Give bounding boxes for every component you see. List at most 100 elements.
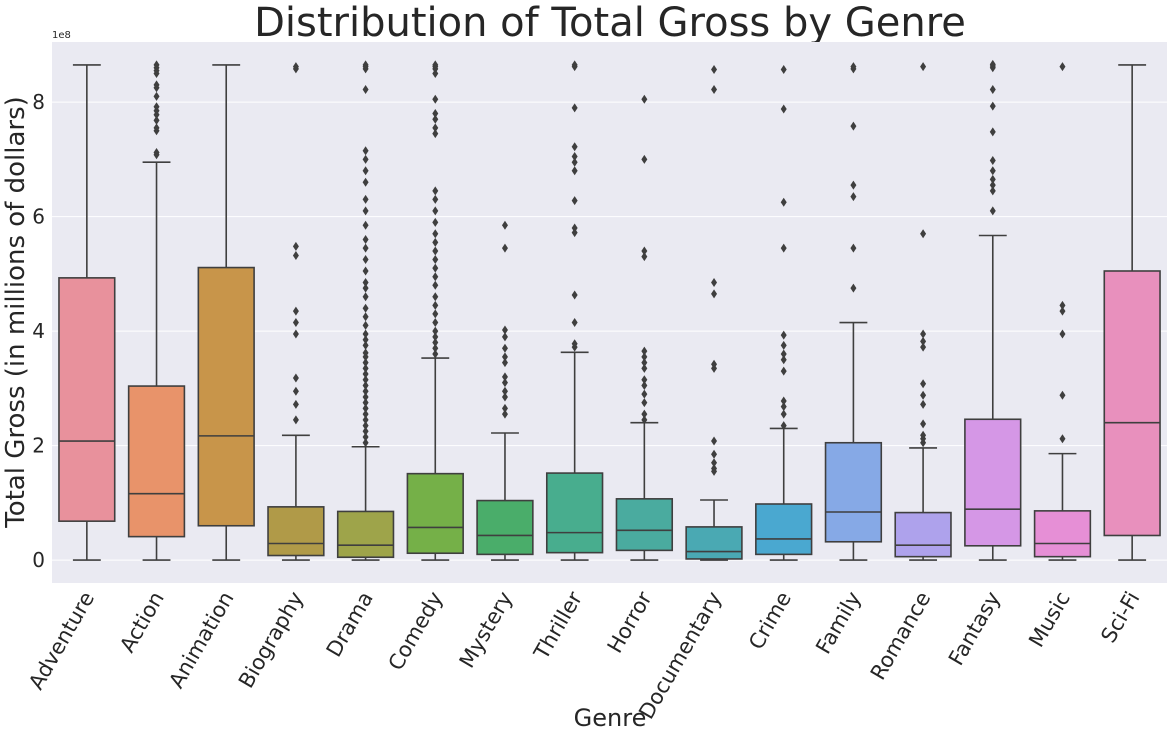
outlier-point — [641, 358, 648, 368]
outlier-point — [362, 277, 369, 287]
outlier-point — [641, 94, 648, 104]
outlier-point — [432, 309, 439, 319]
y-tick-label: 2 — [32, 434, 45, 458]
outlier-point — [432, 255, 439, 265]
outlier-point — [362, 166, 369, 176]
outlier-point — [432, 194, 439, 204]
outlier-point — [850, 62, 857, 72]
outlier-point — [641, 409, 648, 419]
box — [197, 266, 255, 527]
outlier-point — [432, 349, 439, 359]
outlier-point — [780, 402, 787, 412]
outlier-point — [780, 104, 787, 114]
outlier-point — [501, 220, 508, 230]
outlier-point — [989, 186, 996, 196]
outlier-point — [501, 386, 508, 396]
outlier-point — [1059, 390, 1066, 400]
box — [685, 526, 743, 560]
outlier-point — [292, 318, 299, 328]
outlier-point — [641, 346, 648, 356]
box — [964, 418, 1022, 547]
x-tick-label: Horror — [603, 587, 657, 657]
outlier-point — [780, 340, 787, 350]
outlier-point — [432, 237, 439, 247]
outlier-point — [501, 332, 508, 342]
outlier-point — [362, 235, 369, 245]
outlier-point — [641, 154, 648, 164]
outlier-point — [292, 386, 299, 396]
box — [267, 506, 325, 557]
box — [1033, 510, 1092, 558]
outlier-point — [292, 373, 299, 383]
box — [1103, 270, 1161, 537]
outlier-point — [501, 343, 508, 353]
outlier-point — [780, 409, 787, 419]
box-group-horror — [615, 94, 674, 561]
outlier-point — [501, 403, 508, 413]
x-tick-label: Thriller — [529, 587, 587, 664]
outlier-point — [989, 180, 996, 190]
outlier-point — [432, 343, 439, 353]
outlier-point — [989, 166, 996, 176]
x-tick-label: Adventure — [24, 588, 99, 694]
outlier-point — [989, 85, 996, 95]
outlier-point — [362, 415, 369, 425]
outlier-point — [920, 430, 927, 440]
x-axis-label: Genre — [574, 704, 647, 732]
outlier-point — [362, 403, 369, 413]
box — [58, 277, 116, 522]
outlier-point — [432, 292, 439, 302]
box-group-documentary — [685, 64, 743, 561]
outlier-point — [501, 392, 508, 402]
outlier-point — [711, 449, 718, 459]
y-tick-label: 0 — [32, 548, 45, 572]
box-group-sci-fi — [1103, 64, 1161, 561]
outlier-point — [989, 206, 996, 216]
outlier-point — [571, 223, 578, 233]
outlier-point — [362, 348, 369, 358]
outlier-point — [780, 197, 787, 207]
outlier-point — [641, 363, 648, 373]
outlier-point — [362, 283, 369, 293]
outlier-point — [501, 372, 508, 382]
outlier-point — [362, 358, 369, 368]
outlier-point — [362, 312, 369, 322]
outlier-point — [362, 329, 369, 339]
y-tick-label: 8 — [32, 90, 45, 114]
box-group-thriller — [545, 60, 604, 561]
box — [824, 441, 883, 543]
outlier-point — [850, 243, 857, 253]
box-group-romance — [894, 62, 952, 561]
outlier-point — [432, 217, 439, 227]
chart-title: Distribution of Total Gross by Genre — [254, 0, 966, 46]
outlier-point — [1059, 434, 1066, 444]
x-tick-label: Sci-Fi — [1096, 588, 1144, 647]
outlier-point — [432, 300, 439, 310]
outlier-point — [780, 330, 787, 340]
outlier-point — [571, 103, 578, 113]
box-group-animation — [197, 64, 255, 561]
outlier-point — [292, 241, 299, 251]
outlier-point — [711, 277, 718, 287]
outlier-point — [501, 352, 508, 362]
outlier-point — [432, 109, 439, 119]
box-group-adventure — [58, 64, 116, 561]
outlier-point — [571, 290, 578, 300]
outlier-point — [362, 369, 369, 379]
outlier-point — [780, 421, 787, 431]
box — [406, 472, 464, 555]
outlier-point — [920, 62, 927, 72]
outlier-point — [362, 206, 369, 216]
outlier-point — [571, 142, 578, 152]
outlier-point — [362, 398, 369, 408]
outlier-point — [780, 355, 787, 365]
outlier-point — [362, 320, 369, 330]
outlier-point — [571, 339, 578, 349]
box — [476, 499, 534, 556]
outlier-point — [711, 64, 718, 74]
outlier-point — [501, 409, 508, 419]
outlier-point — [292, 399, 299, 409]
outlier-point — [571, 157, 578, 167]
outlier-point — [432, 280, 439, 290]
outlier-point — [711, 85, 718, 95]
